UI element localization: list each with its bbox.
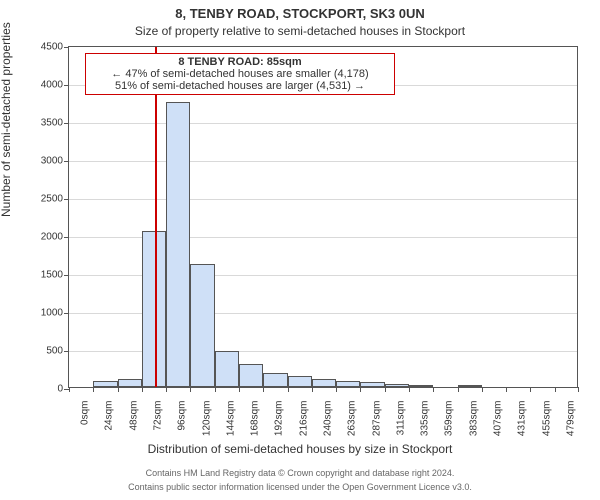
x-tick (69, 387, 70, 392)
annotation-title: 8 TENBY ROAD: 85sqm (90, 56, 390, 68)
x-tick-label: 287sqm (371, 401, 382, 437)
y-tick-label: 2000 (41, 232, 63, 243)
gridline (69, 199, 577, 200)
x-tick-label: 216sqm (298, 401, 309, 437)
credits-line-1: Contains HM Land Registry data © Crown c… (0, 468, 600, 478)
y-tick-label: 1500 (41, 270, 63, 281)
histogram-bar (190, 264, 214, 387)
x-tick (215, 387, 216, 392)
x-tick-label: 192sqm (274, 401, 285, 437)
x-tick (555, 387, 556, 392)
annotation-smaller: ← 47% of semi-detached houses are smalle… (90, 68, 390, 80)
histogram-bar (93, 381, 117, 387)
x-tick-label: 407sqm (493, 401, 504, 437)
x-axis-label: Distribution of semi-detached houses by … (0, 442, 600, 456)
plot-area: 0500100015002000250030003500400045000sqm… (68, 46, 578, 388)
histogram-bar (288, 376, 312, 387)
y-tick (64, 123, 69, 124)
y-tick-label: 3000 (41, 156, 63, 167)
x-tick (93, 387, 94, 392)
x-tick (482, 387, 483, 392)
credits-line-2: Contains public sector information licen… (0, 482, 600, 492)
x-tick-label: 72sqm (153, 401, 164, 431)
x-tick-label: 383sqm (468, 401, 479, 437)
property-marker-line (155, 47, 157, 387)
x-tick (433, 387, 434, 392)
x-tick-label: 0sqm (80, 401, 91, 425)
histogram-bar (118, 379, 142, 387)
y-tick (64, 161, 69, 162)
y-tick (64, 313, 69, 314)
x-tick-label: 431sqm (517, 401, 528, 437)
x-tick (409, 387, 410, 392)
x-tick (118, 387, 119, 392)
histogram-bar (336, 381, 360, 387)
x-tick-label: 455sqm (541, 401, 552, 437)
x-tick-label: 311sqm (395, 401, 406, 436)
x-tick-label: 240sqm (323, 401, 334, 437)
y-tick-label: 500 (46, 346, 63, 357)
x-tick (288, 387, 289, 392)
histogram-bar (312, 379, 336, 387)
x-tick (190, 387, 191, 392)
x-tick-label: 263sqm (347, 401, 358, 437)
x-tick-label: 168sqm (250, 401, 261, 437)
x-tick-label: 479sqm (565, 401, 576, 437)
y-tick-label: 3500 (41, 118, 63, 129)
x-tick (530, 387, 531, 392)
x-tick-label: 24sqm (104, 401, 115, 431)
y-tick-label: 4500 (41, 42, 63, 53)
x-tick-label: 335sqm (420, 401, 431, 437)
gridline (69, 123, 577, 124)
chart-title: 8, TENBY ROAD, STOCKPORT, SK3 0UN (0, 6, 600, 21)
x-tick-label: 96sqm (177, 401, 188, 431)
histogram-bar (409, 385, 433, 387)
x-tick (385, 387, 386, 392)
chart-container: { "title": { "text": "8, TENBY ROAD, STO… (0, 0, 600, 500)
x-tick (506, 387, 507, 392)
y-tick-label: 1000 (41, 308, 63, 319)
x-tick-label: 144sqm (225, 401, 236, 437)
x-tick (336, 387, 337, 392)
y-tick-label: 2500 (41, 194, 63, 205)
histogram-bar (215, 351, 239, 387)
x-tick-label: 48sqm (128, 401, 139, 431)
x-tick-label: 120sqm (201, 401, 212, 437)
y-tick-label: 0 (57, 384, 63, 395)
x-tick (263, 387, 264, 392)
x-tick (166, 387, 167, 392)
histogram-bar (360, 382, 384, 387)
chart-subtitle: Size of property relative to semi-detach… (0, 24, 600, 38)
x-tick (312, 387, 313, 392)
histogram-bar (385, 384, 409, 387)
histogram-bar (263, 373, 287, 387)
x-tick (142, 387, 143, 392)
y-tick (64, 351, 69, 352)
x-tick-label: 359sqm (444, 401, 455, 437)
y-tick (64, 47, 69, 48)
annotation-box: 8 TENBY ROAD: 85sqm ← 47% of semi-detach… (85, 53, 395, 95)
histogram-bar (239, 364, 263, 387)
gridline (69, 161, 577, 162)
x-tick (239, 387, 240, 392)
y-tick (64, 85, 69, 86)
y-tick (64, 199, 69, 200)
y-axis-label: Number of semi-detached properties (0, 22, 13, 217)
annotation-larger: 51% of semi-detached houses are larger (… (90, 80, 390, 92)
x-tick (458, 387, 459, 392)
histogram-bar (458, 385, 482, 387)
y-tick (64, 275, 69, 276)
x-tick (578, 387, 579, 392)
histogram-bar (166, 102, 190, 387)
y-tick (64, 237, 69, 238)
y-tick-label: 4000 (41, 80, 63, 91)
x-tick (360, 387, 361, 392)
